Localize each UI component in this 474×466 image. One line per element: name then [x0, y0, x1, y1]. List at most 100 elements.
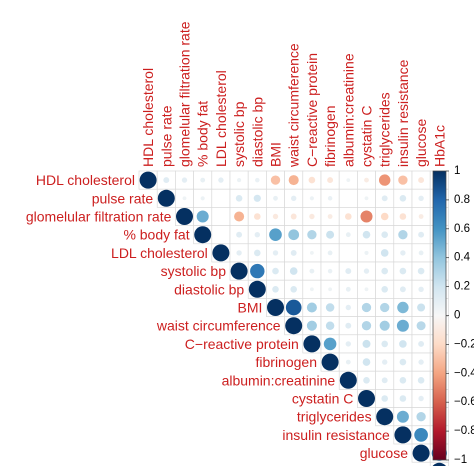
correlation-circle — [381, 395, 388, 402]
row-label: HDL cholesterol — [36, 172, 135, 188]
correlation-circle — [325, 303, 335, 312]
correlation-circle — [418, 214, 424, 219]
correlation-circle — [418, 286, 424, 292]
row-label: systolic bp — [161, 263, 227, 279]
correlation-circle — [418, 340, 425, 347]
colorbar-rect — [432, 170, 447, 461]
correlation-circle — [236, 250, 242, 256]
correlation-circle — [309, 196, 314, 201]
row-label: glucose — [360, 445, 408, 461]
correlation-circle — [339, 371, 357, 389]
column-label: pulse rate — [158, 105, 174, 167]
correlation-circle — [380, 249, 389, 257]
colorbar-tick-label: −0.4 — [454, 367, 474, 379]
grid-cell — [338, 188, 358, 208]
correlation-circle — [345, 268, 352, 275]
correlation-circle — [176, 208, 193, 225]
correlation-circle — [364, 287, 369, 292]
correlation-circle — [310, 287, 314, 292]
correlation-circle — [417, 303, 426, 312]
correlation-circle — [412, 444, 430, 462]
row-label: triglycerides — [297, 409, 372, 425]
column-label: % body fat — [195, 101, 211, 167]
correlation-circle — [362, 358, 371, 366]
correlation-circle — [416, 321, 426, 331]
colorbar-tick-label: 0.6 — [454, 223, 470, 235]
correlation-circle — [399, 395, 407, 402]
correlation-circle — [380, 212, 389, 221]
correlation-circle — [236, 231, 243, 238]
correlation-circle — [432, 462, 446, 466]
column-label: waist circumference — [286, 43, 302, 168]
correlation-circle — [380, 302, 390, 313]
grid-cell — [211, 207, 231, 226]
correlation-circle — [399, 195, 407, 202]
correlation-circle — [345, 359, 351, 365]
correlation-circle — [379, 320, 390, 331]
row-label: waist circumference — [156, 318, 281, 334]
correlation-circle — [289, 267, 298, 275]
correlation-circle — [399, 358, 407, 366]
correlation-circle — [196, 210, 209, 223]
correlation-circle — [288, 175, 299, 186]
correlation-circles — [139, 171, 447, 466]
correlation-circle — [396, 410, 409, 423]
column-label: triglycerides — [377, 92, 393, 167]
correlation-circle — [194, 226, 212, 244]
correlation-circle — [163, 177, 170, 184]
correlation-circle — [285, 317, 303, 335]
correlation-circle — [418, 395, 424, 402]
grid-cell — [211, 225, 231, 245]
correlation-circle — [327, 268, 333, 274]
correlation-circle — [250, 263, 265, 279]
correlation-circle — [345, 304, 351, 311]
correlation-circle — [381, 195, 388, 202]
correlation-circle — [345, 232, 351, 238]
row-label: HbA1c — [384, 463, 426, 466]
correlation-circle — [200, 177, 206, 183]
column-label: glucose — [413, 119, 429, 167]
column-label: cystatin C — [359, 106, 375, 167]
correlation-circle — [303, 335, 321, 353]
row-label: % body fat — [123, 227, 189, 243]
correlation-circle — [361, 302, 372, 313]
correlation-circle — [418, 231, 425, 238]
correlation-circle — [363, 268, 370, 274]
correlation-circle — [398, 175, 408, 185]
correlation-circle — [157, 189, 175, 207]
correlation-circle — [307, 230, 317, 240]
correlation-circle — [290, 213, 297, 220]
correlation-circle — [399, 213, 407, 220]
grid-cell — [338, 243, 358, 263]
correlation-circle — [273, 195, 278, 201]
correlation-circle — [306, 302, 317, 313]
correlation-circle — [364, 196, 369, 201]
correlation-circle — [418, 195, 424, 201]
colorbar-tick-label: 0.8 — [454, 194, 470, 206]
colorbar-tick-label: −0.2 — [454, 338, 474, 350]
correlation-circle — [327, 214, 333, 219]
correlation-circle — [396, 319, 409, 332]
correlation-circle — [376, 408, 394, 426]
correlation-circle — [291, 195, 297, 201]
correlation-circle — [325, 321, 335, 330]
correlation-circle — [309, 213, 315, 220]
correlation-circle — [254, 213, 261, 220]
correlation-circle — [417, 377, 425, 384]
correlation-circle — [399, 286, 406, 293]
correlation-circle — [255, 177, 260, 183]
correlation-circle — [382, 359, 388, 365]
correlation-circle — [248, 280, 266, 298]
column-label: albumin:creatinine — [340, 53, 356, 167]
correlation-circle — [345, 286, 351, 292]
correlation-circle — [381, 267, 388, 275]
correlation-circle — [309, 268, 315, 274]
correlation-circle — [381, 286, 388, 293]
correlation-circle — [212, 244, 230, 262]
row-label: diastolic bp — [174, 281, 244, 297]
column-label: diastolic bp — [249, 97, 265, 167]
correlation-circle — [398, 230, 408, 240]
correlation-circle — [418, 177, 425, 184]
correlation-circle — [358, 390, 375, 407]
correlation-circle — [418, 250, 424, 256]
